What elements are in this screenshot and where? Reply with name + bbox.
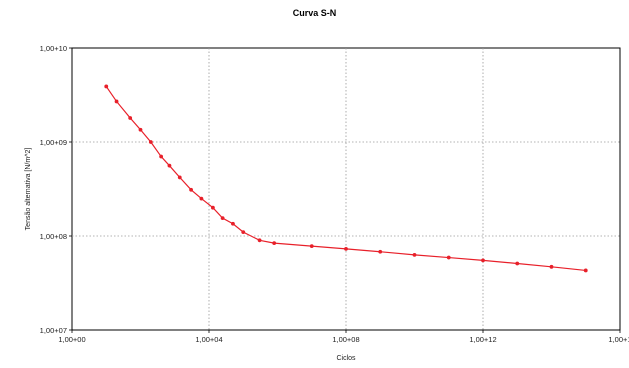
data-point [257,238,262,243]
data-point [148,140,153,144]
data-point [199,196,204,201]
data-point [583,268,588,273]
grid [69,47,621,333]
data-point [167,163,172,168]
series [104,84,588,273]
data-point [241,230,246,235]
data-point [412,252,417,257]
data-point [231,221,235,226]
data-point [114,99,119,104]
x-tick-label: 1,00+1 [608,335,629,344]
tick-labels: 1,00+00 1,00+04 1,00+08 1,00+12 1,00+1 1,00+0… [40,44,629,344]
data-point [272,241,277,246]
data-point [159,154,164,159]
x-tick-label: 1,00+04 [195,335,222,344]
data-point [309,244,314,249]
x-tick-label: 1,00+12 [469,335,496,344]
x-tick-label: 1,00+08 [332,335,359,344]
data-point [549,264,554,269]
y-tick-label: 1,00+10 [40,44,67,53]
y-tick-label: 1,00+07 [40,326,67,335]
y-tick-label: 1,00+09 [40,138,67,147]
data-point [481,258,485,263]
data-point [211,205,215,210]
data-point [189,187,193,192]
data-point [138,127,143,132]
data-point [344,246,348,251]
x-tick-label: 1,00+00 [58,335,85,344]
data-point [220,216,225,221]
data-point [104,84,109,89]
data-point [177,175,182,180]
data-point [128,116,133,120]
data-point [378,249,383,254]
y-tick-label: 1,00+08 [40,232,67,241]
chart-title: Curva S-N [292,8,337,18]
data-point [515,261,520,266]
y-axis-label: Tensão alternativa [N/m^2] [25,148,32,231]
x-axis-label: Ciclos [336,355,356,362]
data-point [446,255,451,260]
